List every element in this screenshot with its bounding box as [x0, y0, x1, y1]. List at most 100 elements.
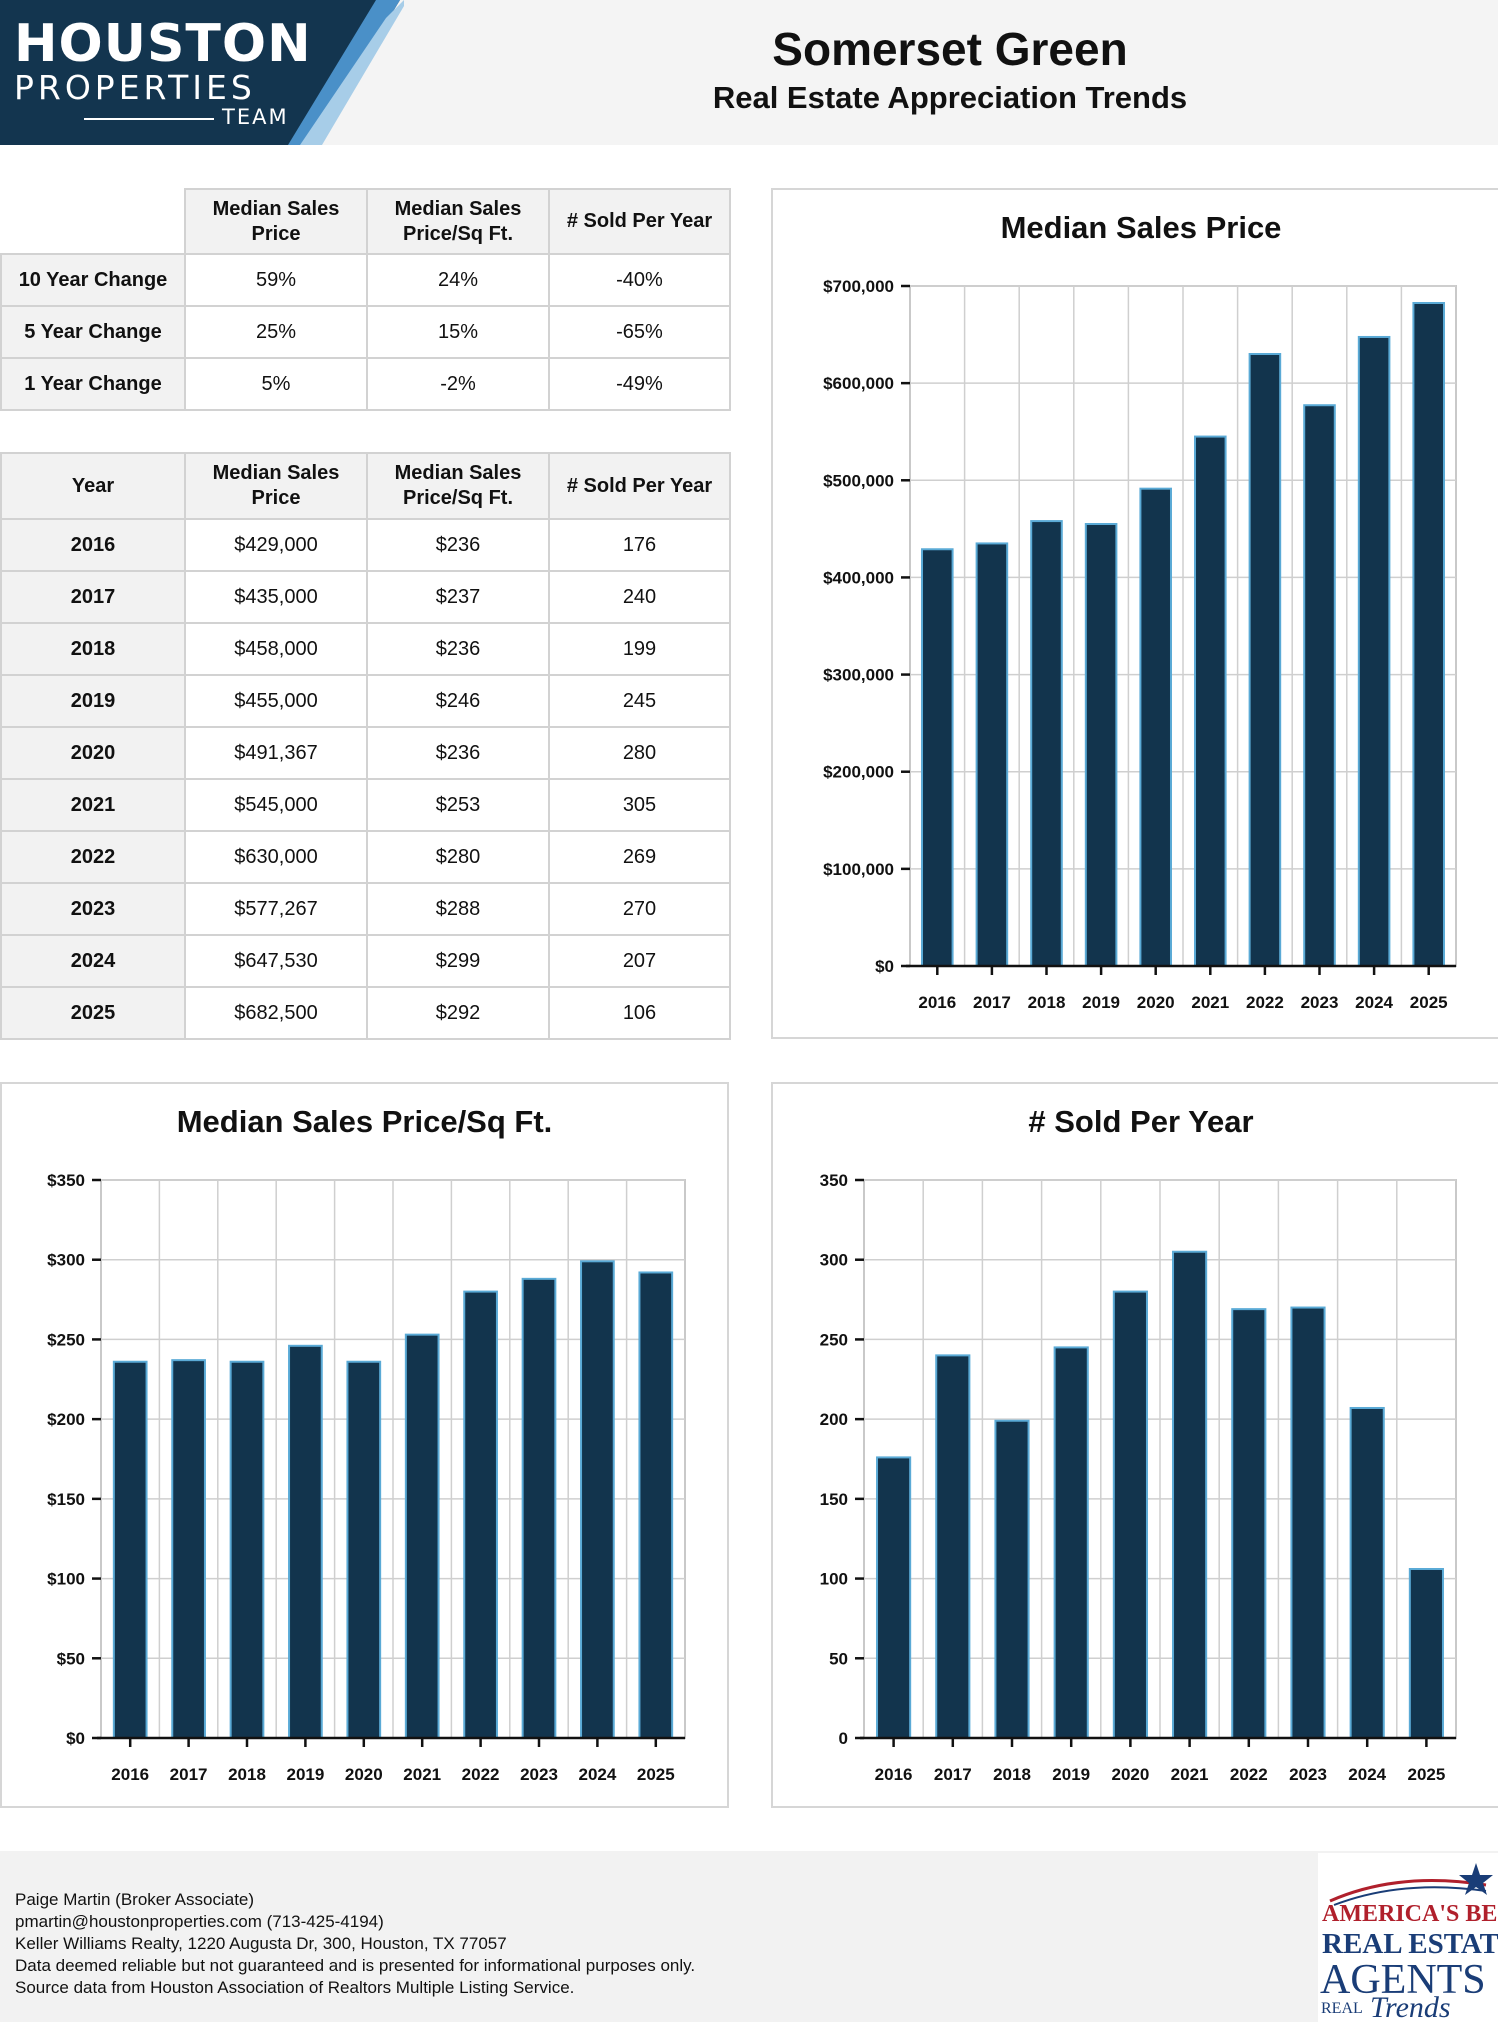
logo-rule [84, 118, 214, 120]
table-row: 1 Year Change 5% -2% -49% [0, 357, 731, 411]
x-tick-label: 2022 [1230, 1765, 1268, 1784]
logo-line-3: TEAM [222, 105, 289, 129]
badge-line-4: REAL [1321, 2000, 1363, 2017]
bar [994, 1419, 1030, 1739]
y-tick-label: $300,000 [823, 666, 894, 685]
y-tick-label: $250 [47, 1330, 85, 1349]
sold-cell: 305 [548, 778, 731, 832]
badge-line-5: Trends [1370, 1991, 1451, 2024]
badge-line-3: AGENTS [1320, 1957, 1486, 2003]
x-tick-label: 2022 [1246, 993, 1284, 1012]
bar [1194, 435, 1227, 968]
x-tick-label: 2023 [1289, 1765, 1327, 1784]
sqft-cell: $237 [366, 570, 550, 624]
x-tick-label: 2017 [973, 993, 1011, 1012]
sqft-cell: $246 [366, 674, 550, 728]
sold-chart: 0 50 100 150 200 250 300 350 2016 2017 2018 2019 202… [820, 1171, 1457, 1784]
price-cell: $491,367 [184, 726, 368, 780]
x-tick-label: 2022 [462, 1765, 500, 1784]
year-cell: 2020 [0, 726, 186, 780]
y-tick-label: $150 [47, 1490, 85, 1509]
bar [1357, 335, 1391, 967]
page-subtitle: Real Estate Appreciation Trends [712, 80, 1188, 115]
year-cell: 2025 [0, 986, 186, 1040]
x-tick-label: 2019 [286, 1765, 324, 1784]
y-tick-label: 250 [820, 1330, 848, 1349]
y-tick-label: $0 [875, 957, 894, 976]
x-tick-label: 2020 [345, 1765, 383, 1784]
y-tick-label: $200 [47, 1410, 85, 1429]
x-tick-label: 2019 [1052, 1765, 1090, 1784]
bar [935, 1354, 971, 1739]
y-tick-label: $100 [47, 1570, 85, 1589]
bar [1053, 1346, 1089, 1739]
price-cell: $682,500 [184, 986, 368, 1040]
yearly-table-header: Year Median Sales Price Median Sales Pri… [0, 452, 731, 520]
badge-line-1: AMERICA'S BEST [1322, 1901, 1498, 1927]
footer-line[interactable]: pmartin@houstonproperties.com (713-425-4… [15, 1912, 384, 1931]
year-cell: 2016 [0, 518, 186, 572]
column-header: # Sold Per Year [548, 452, 731, 520]
change-table: Median Sales Price Median Sales Price/Sq… [0, 188, 731, 411]
chart-panel-price: Median Sales Price $0 $100,000 $200,000 $30… [771, 188, 1498, 1039]
price-cell: $435,000 [184, 570, 368, 624]
footer-contact: Paige Martin (Broker Associate) pmartin@… [15, 1889, 695, 1999]
year-cell: 2018 [0, 622, 186, 676]
sqft-cell: $280 [366, 830, 550, 884]
x-tick-label: 2016 [111, 1765, 149, 1784]
bar [1349, 1406, 1385, 1739]
price-cell: $545,000 [184, 778, 368, 832]
chart-panel-sqft: Median Sales Price/Sq Ft. $0 $50 $100 $150 $… [0, 1082, 729, 1808]
header-blank-cell [0, 188, 186, 255]
row-label: 1 Year Change [0, 357, 186, 411]
bar [1030, 520, 1063, 967]
x-tick-label: 2023 [520, 1765, 558, 1784]
table-row: 2025 $682,500 $292 106 [0, 986, 731, 1040]
x-tick-label: 2025 [637, 1765, 675, 1784]
year-cell: 2024 [0, 934, 186, 988]
footer-line: Keller Williams Realty, 1220 Augusta Dr,… [15, 1934, 507, 1953]
bar [521, 1277, 557, 1740]
bar [112, 1360, 148, 1739]
price-cell: $458,000 [184, 622, 368, 676]
y-tick-label: 0 [839, 1729, 848, 1748]
sqft-chart: $0 $50 $100 $150 $200 $250 $300 $350 2016 2017 201… [47, 1171, 686, 1784]
bar [463, 1290, 498, 1739]
y-tick-label: $600,000 [823, 374, 894, 393]
footer-line: Source data from Houston Association of … [15, 1978, 575, 1997]
x-tick-label: 2025 [1407, 1765, 1445, 1784]
table-row: 2017 $435,000 $237 240 [0, 570, 731, 624]
change-table-header: Median Sales Price Median Sales Price/Sq… [0, 188, 731, 255]
sqft-change-cell: -2% [366, 357, 550, 411]
y-tick-label: 300 [820, 1251, 848, 1270]
sqft-cell: $253 [366, 778, 550, 832]
yearly-table: Year Median Sales Price Median Sales Pri… [0, 452, 731, 1040]
table-row: 2022 $630,000 $280 269 [0, 830, 731, 884]
bar [1408, 1568, 1444, 1739]
price-cell: $429,000 [184, 518, 368, 572]
price-cell: $455,000 [184, 674, 368, 728]
logo-line-2: PROPERTIES [14, 68, 256, 107]
sold-cell: 270 [548, 882, 731, 936]
x-tick-label: 2018 [228, 1765, 266, 1784]
x-tick-label: 2024 [1348, 1765, 1386, 1784]
table-row: 2023 $577,267 $288 270 [0, 882, 731, 936]
price-change-cell: 5% [184, 357, 368, 411]
year-cell: 2023 [0, 882, 186, 936]
logo-background [0, 0, 404, 145]
price-cell: $577,267 [184, 882, 368, 936]
bar [229, 1360, 265, 1739]
sold-change-cell: -40% [548, 253, 731, 307]
x-tick-label: 2025 [1410, 993, 1448, 1012]
x-tick-label: 2021 [403, 1765, 441, 1784]
sold-cell: 207 [548, 934, 731, 988]
sqft-cell: $299 [366, 934, 550, 988]
brand-logo[interactable]: HOUSTON PROPERTIES TEAM [0, 0, 405, 145]
column-header: Median Sales Price [184, 188, 368, 255]
bar [1172, 1250, 1208, 1739]
y-tick-label: $50 [57, 1649, 85, 1668]
y-tick-label: $0 [66, 1729, 85, 1748]
year-cell: 2021 [0, 778, 186, 832]
page-header: HOUSTON PROPERTIES TEAM Somerset Green R… [0, 0, 1498, 145]
sold-cell: 269 [548, 830, 731, 884]
